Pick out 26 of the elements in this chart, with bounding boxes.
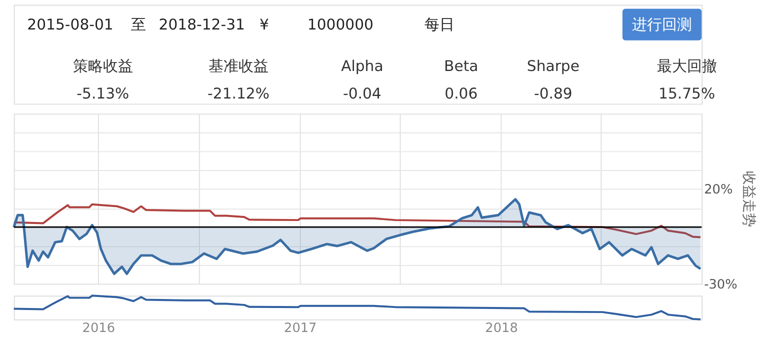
y-tick-label: -30% (704, 277, 738, 292)
text: -5.13% (76, 86, 130, 103)
x-tick-label: 2017 (284, 320, 317, 336)
text: 至 (131, 16, 146, 34)
x-tick-label: 2016 (82, 320, 116, 336)
text: 2018-12-31 (158, 16, 245, 34)
y-tick-label: 20% (704, 182, 733, 198)
text: Sharpe (526, 58, 580, 76)
y2-axis-title: 收益走势 (740, 171, 756, 228)
text: Beta (444, 58, 478, 76)
text: 2015-08-01 (27, 16, 114, 34)
text: 15.75% (658, 86, 716, 103)
text: 每日 (424, 16, 454, 34)
text: -0.89 (534, 86, 572, 103)
text: 策略收益 (72, 58, 133, 76)
text: -21.12% (208, 86, 270, 103)
text: 最大回撤 (656, 58, 717, 76)
text: 进行回测 (632, 16, 692, 34)
text: ¥ (260, 16, 269, 34)
text: 1000000 (307, 16, 374, 34)
text: 基准收益 (208, 58, 268, 76)
line-series (12, 203, 702, 238)
text: Alpha (341, 58, 384, 76)
text: -0.04 (343, 86, 382, 103)
x-tick-label: 2018 (485, 320, 518, 336)
text: 0.06 (444, 86, 478, 103)
